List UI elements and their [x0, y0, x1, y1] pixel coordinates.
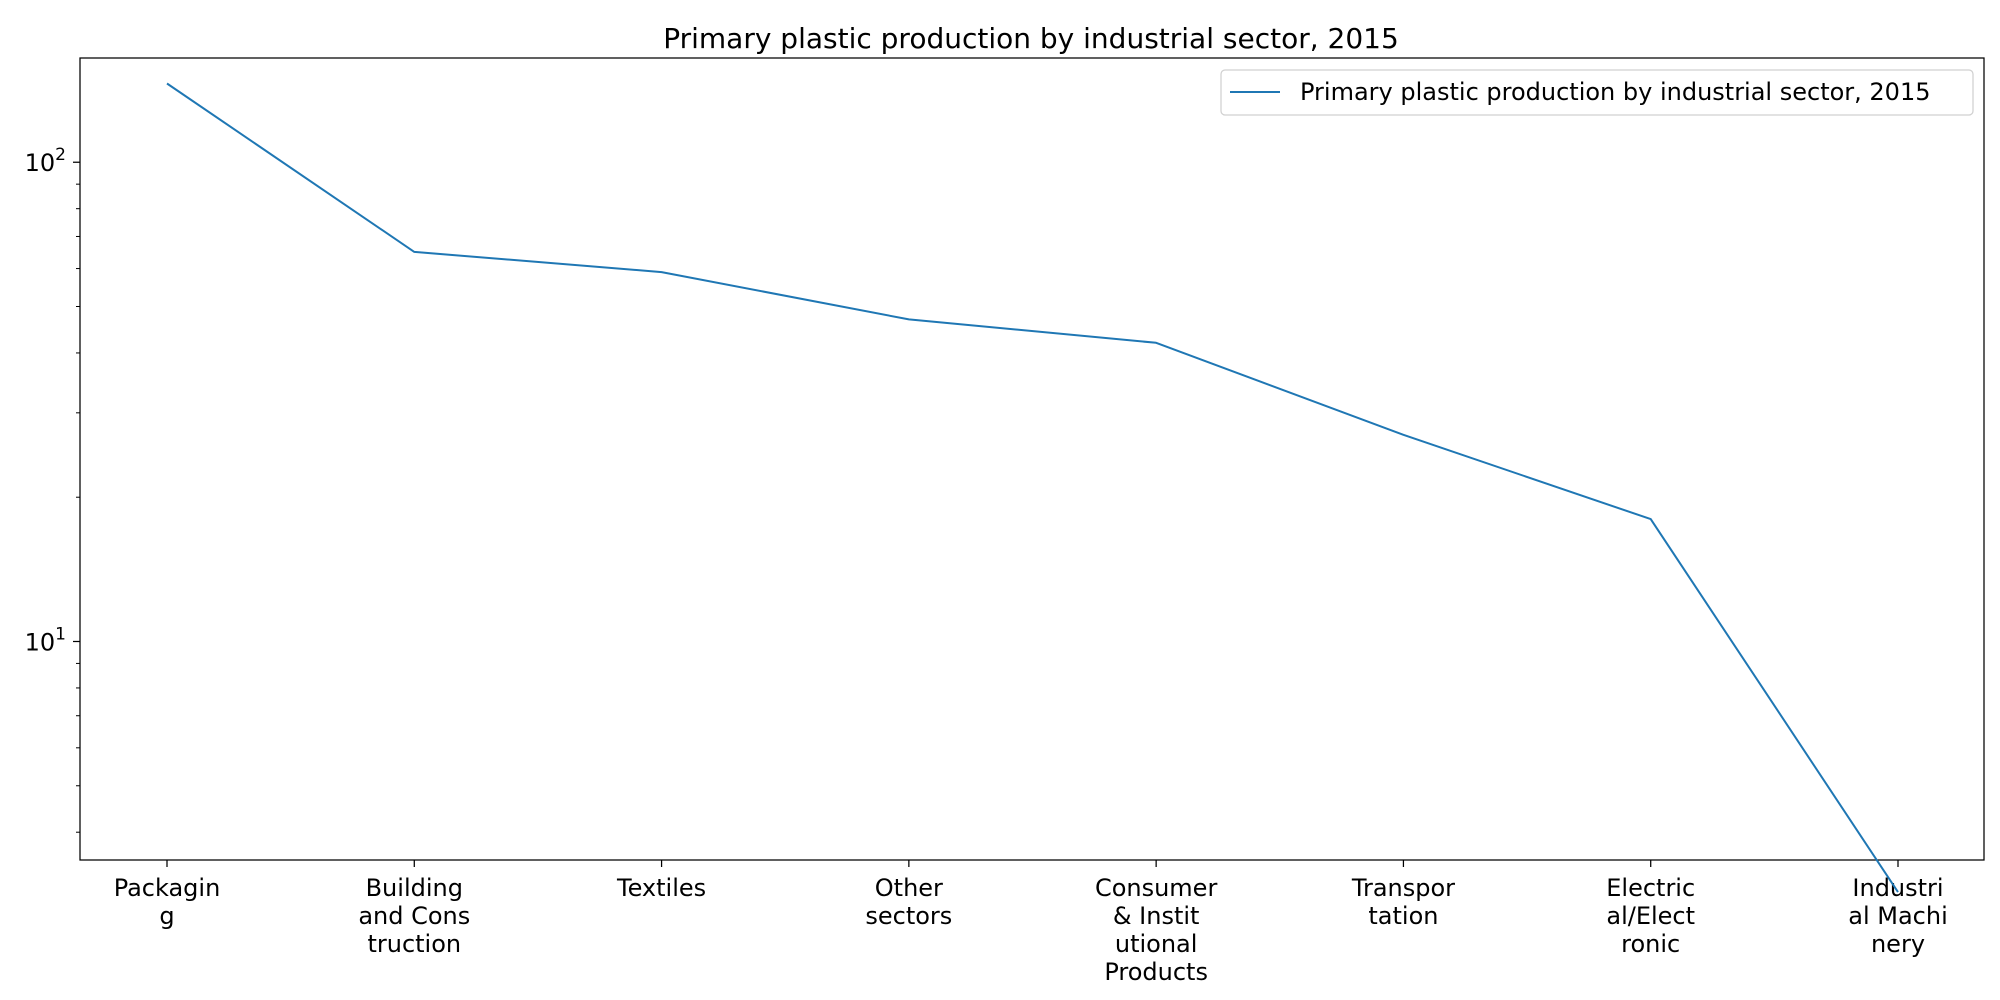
x-tick-label: Packagin g [114, 874, 221, 930]
x-tick-label: Textiles [616, 874, 706, 902]
series-line [166, 82, 1899, 893]
series-layer [166, 82, 1899, 893]
y-tick-label: 101 [25, 624, 66, 656]
x-axis-ticks: Packagin g Building and Cons truction Textile… [114, 860, 1948, 986]
y-tick-label: 102 [25, 145, 66, 177]
x-tick-label: Industri al Machi nery [1848, 874, 1948, 958]
x-tick-label: Electric al/Elect ronic [1606, 874, 1695, 958]
y-axis-ticks: 101 102 [25, 145, 80, 656]
x-tick-label: Transpor tation [1351, 874, 1455, 930]
legend-box [1220, 69, 1974, 116]
y-minor-ticks [76, 183, 80, 833]
x-tick-label: Other sectors [865, 874, 952, 930]
chart-title: Primary plastic production by industrial… [663, 22, 1399, 55]
x-tick-label: Building and Cons truction [358, 874, 470, 958]
legend-label: Primary plastic production by industrial… [1300, 78, 1931, 106]
x-tick-label: Consumer & Instit utional Products [1095, 874, 1218, 986]
legend: Primary plastic production by industrial… [1220, 69, 1974, 116]
plot-frame [79, 57, 1985, 861]
